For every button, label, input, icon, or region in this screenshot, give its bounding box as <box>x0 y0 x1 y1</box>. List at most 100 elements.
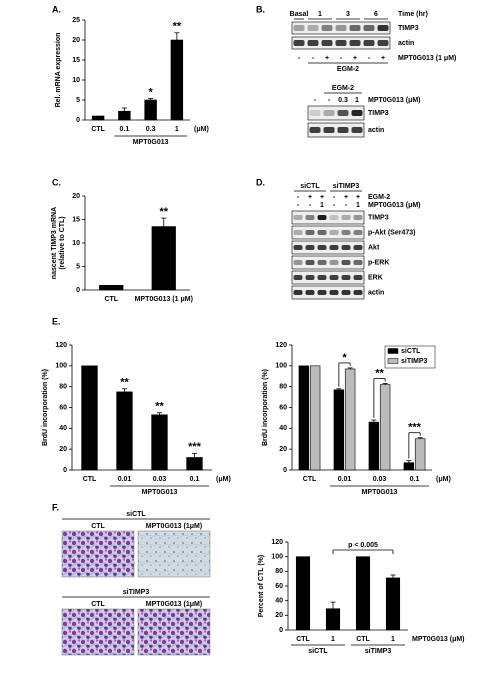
y-tick-label: 10 <box>72 77 80 84</box>
bar <box>116 391 133 471</box>
x-tick-label: MPT0G013 (1 μM) <box>135 296 193 303</box>
y-tick-label: 40 <box>279 425 287 432</box>
bar <box>118 110 131 121</box>
blot-band <box>329 230 339 235</box>
group-label: siCTL <box>300 183 320 190</box>
y-tick-label: 80 <box>59 384 67 391</box>
blot-band <box>329 215 339 220</box>
image-column-label: CTL <box>91 601 105 608</box>
blot-band <box>293 245 303 250</box>
blot-band <box>329 290 339 295</box>
bar <box>403 462 415 471</box>
dose-title: MPT0G013 (μM) <box>368 97 421 104</box>
legend-label: siCTL <box>401 348 421 355</box>
x-tick-label: CTL <box>104 296 118 303</box>
micrograph <box>137 608 211 656</box>
blot-band <box>293 260 303 265</box>
image-group-label: siCTL <box>126 511 146 518</box>
significance: *** <box>408 422 422 434</box>
x-tick-label: 0.03 <box>373 476 387 483</box>
y-axis-label: (relative to CTL) <box>59 216 66 269</box>
treatment-sign: - <box>333 194 336 201</box>
blot-band <box>341 230 351 235</box>
treatment-sign: - <box>345 202 348 209</box>
blot-band <box>305 215 315 220</box>
blot-frame <box>291 285 365 300</box>
blot-band <box>305 290 315 295</box>
blot-band <box>293 215 303 220</box>
legend-swatch <box>387 358 399 364</box>
blot-band <box>337 127 349 133</box>
band-label: actin <box>368 127 384 134</box>
blot-band <box>309 127 321 133</box>
y-tick-label: 100 <box>275 363 287 370</box>
x-tick-label: 1 <box>331 636 335 643</box>
blot-band <box>309 110 321 116</box>
treatment-sign: - <box>297 194 300 201</box>
group-label: siTIMP3 <box>333 183 360 190</box>
band-label: actin <box>368 289 384 296</box>
blot-band <box>363 25 375 31</box>
treatment-sign: - <box>309 202 312 209</box>
band-label: actin <box>398 40 414 47</box>
y-tick-label: 5 <box>76 263 80 270</box>
bar <box>144 99 157 121</box>
band-label: TIMP3 <box>368 110 389 117</box>
treatment-sign: + <box>320 194 324 201</box>
blot-band <box>323 110 335 116</box>
x-tick-label: 0.1 <box>410 476 420 483</box>
x-tick-label: CTL <box>296 636 310 643</box>
blot-band <box>377 25 389 31</box>
time-title: Time (hr) <box>398 11 428 18</box>
blot-band <box>293 290 303 295</box>
bar <box>298 365 310 471</box>
treatment-sign: - <box>298 55 301 62</box>
x-tick-label: 1 <box>175 126 179 133</box>
significance: * <box>342 352 347 364</box>
treatment-sign: 1 <box>356 202 360 209</box>
group-label: MPT0G013 <box>133 139 169 146</box>
panel-label: B. <box>256 4 265 14</box>
y-tick-label: 60 <box>279 404 287 411</box>
blot-band <box>337 110 349 116</box>
x-tick-label: 0.3 <box>146 126 156 133</box>
unit-label: (μM) <box>194 126 209 133</box>
bar <box>81 365 98 471</box>
bar <box>151 414 168 471</box>
blot-band <box>317 290 327 295</box>
treatment-sign: + <box>356 194 360 201</box>
micrograph <box>61 608 135 656</box>
x-tick-label: 0.03 <box>153 476 167 483</box>
bar <box>91 115 105 121</box>
y-tick-label: 100 <box>55 363 67 370</box>
bar <box>344 368 356 471</box>
bar <box>186 457 203 471</box>
y-tick-label: 0 <box>63 467 67 474</box>
treatment-label: EGM-2 <box>368 194 390 201</box>
blot-frame <box>307 105 365 121</box>
blot-band <box>335 25 347 31</box>
panel-label: E. <box>52 316 61 326</box>
blot-band <box>351 127 363 133</box>
x-tick-label: CTL <box>303 476 317 483</box>
band-label: Akt <box>368 244 380 251</box>
blot-frame <box>307 122 365 138</box>
y-tick-label: 60 <box>275 583 283 590</box>
legend-swatch <box>387 348 399 354</box>
blot-band <box>341 245 351 250</box>
y-tick-label: 40 <box>59 425 67 432</box>
blot-band <box>349 25 361 31</box>
blot-band <box>293 25 305 31</box>
time-label: 1 <box>318 11 322 18</box>
unit-label: (μM) <box>436 476 451 483</box>
treatment-sign: + <box>308 194 312 201</box>
treatment-sign: - <box>312 55 315 62</box>
blot-band <box>317 230 327 235</box>
bar <box>414 438 426 471</box>
significance: ** <box>120 377 129 389</box>
time-label: Basal <box>290 11 309 18</box>
x-tick-label: 0.01 <box>118 476 132 483</box>
blot-frame <box>291 225 365 240</box>
y-tick-label: 0 <box>76 287 80 294</box>
